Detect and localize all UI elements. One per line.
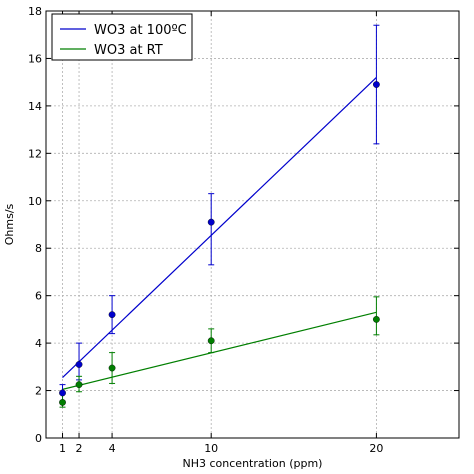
y-tick-label: 14 (28, 100, 42, 113)
data-point-series-0 (59, 389, 66, 397)
y-tick-label: 8 (35, 242, 42, 255)
y-tick-label: 10 (28, 195, 42, 208)
data-point-series-0 (75, 361, 83, 368)
error-bars (59, 24, 380, 408)
data-point-series-1 (372, 315, 380, 323)
y-tick-label: 4 (35, 337, 42, 350)
legend-label-wo3-100c: WO3 at 100ºC (94, 23, 187, 38)
data-point-series-0 (108, 311, 116, 319)
data-point-series-1 (75, 381, 83, 389)
legend-label-wo3-rt: WO3 at RT (94, 43, 163, 58)
y-tick-label: 18 (28, 5, 42, 18)
y-tick-label: 12 (28, 147, 42, 160)
fit-lines (62, 76, 377, 390)
y-tick-label: 0 (35, 432, 42, 445)
x-axis-label: NH3 concentration (ppm) (183, 457, 323, 470)
x-tick-label: 2 (76, 442, 83, 455)
x-tick-label: 10 (204, 442, 218, 455)
data-point-series-0 (207, 218, 215, 226)
x-tick-label: 20 (369, 442, 383, 455)
y-tick-label: 2 (35, 385, 42, 398)
legend: WO3 at 100ºC WO3 at RT (51, 13, 193, 61)
fit-line-series-1 (62, 311, 377, 390)
data-points (59, 81, 380, 406)
x-tick-label: 4 (109, 442, 116, 455)
x-tick-label: 1 (59, 442, 66, 455)
y-tick-label: 6 (35, 290, 42, 303)
data-point-series-1 (108, 364, 116, 372)
data-point-series-1 (59, 399, 66, 406)
legend-box (51, 13, 193, 61)
fit-line-series-0 (62, 76, 377, 378)
grid (46, 10, 459, 439)
y-axis-label: Ohms/s (3, 203, 16, 245)
plot-frame (45, 10, 460, 439)
y-tick-label: 16 (28, 52, 42, 65)
data-point-series-1 (207, 337, 215, 345)
data-point-series-0 (372, 81, 380, 88)
